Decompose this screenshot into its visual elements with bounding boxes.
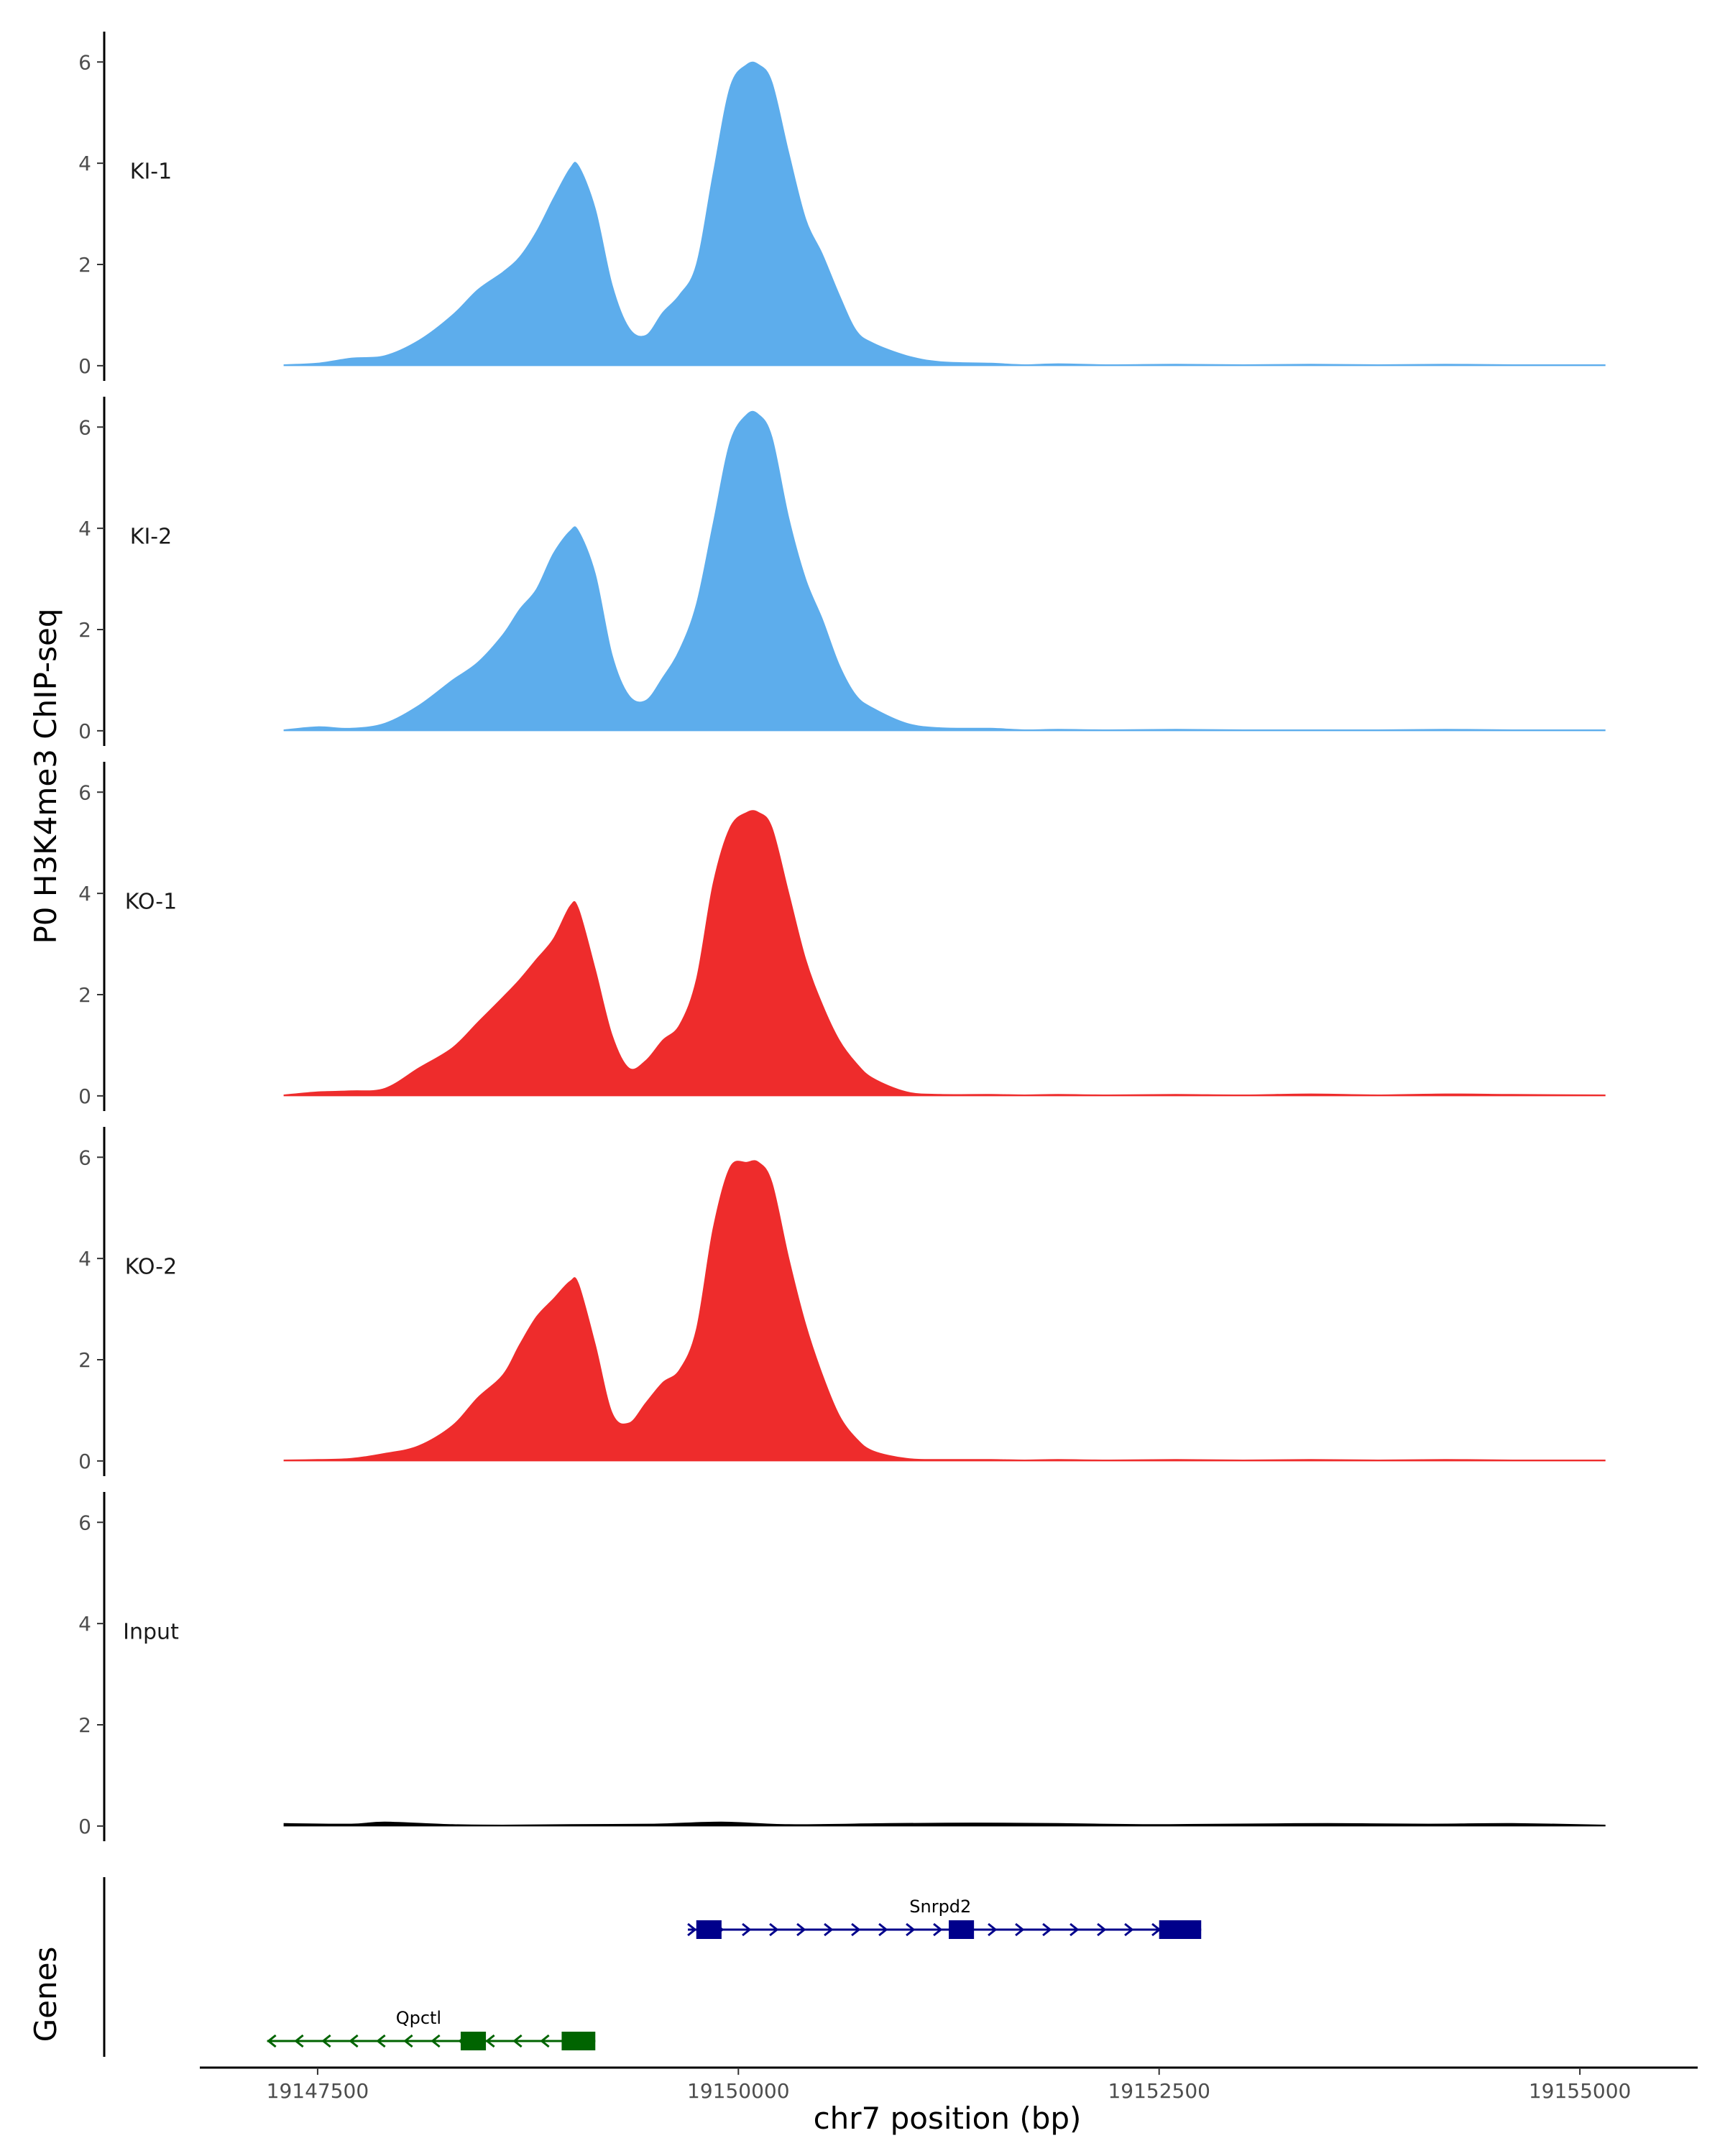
- track-label-ko-1: KO-1: [125, 889, 177, 914]
- gene-snrpd2: Snrpd2: [687, 1897, 1202, 1939]
- y-tick-label: 2: [78, 253, 91, 277]
- y-tick-label: 4: [78, 882, 91, 906]
- strand-arrow: [906, 1922, 916, 1937]
- strand-arrow: [349, 2034, 359, 2048]
- y-tick-label: 0: [78, 719, 91, 743]
- exon: [561, 2032, 596, 2050]
- x-tick-label: 19150000: [687, 2079, 790, 2103]
- strand-arrow: [403, 2034, 413, 2048]
- track-label-ki-2: KI-2: [130, 524, 172, 549]
- strand-arrow: [1124, 1922, 1134, 1937]
- x-tick-label: 19155000: [1529, 2079, 1632, 2103]
- y-tick-label: 2: [78, 618, 91, 642]
- x-tick-label: 19147500: [267, 2079, 369, 2103]
- y-tick-label: 6: [78, 1146, 91, 1169]
- y-tick-label: 0: [78, 354, 91, 378]
- strand-arrow: [687, 1922, 697, 1937]
- y-tick-label: 2: [78, 1713, 91, 1737]
- strand-arrow: [267, 2034, 277, 2048]
- signal-area-ko-2: [283, 1160, 1606, 1462]
- gene-label-qpctl: Qpctl: [396, 2008, 441, 2028]
- signal-area-input: [283, 1821, 1606, 1827]
- x-axis-title: chr7 position (bp): [814, 2101, 1082, 2136]
- y-tick-label: 6: [78, 780, 91, 804]
- y-tick-label: 2: [78, 1348, 91, 1372]
- strand-arrow: [742, 1922, 752, 1937]
- strand-arrow: [878, 1922, 888, 1937]
- y-tick-label: 4: [78, 1612, 91, 1636]
- y-tick-label: 6: [78, 415, 91, 439]
- track-panel-input: 0 2 4 6 Input: [78, 1492, 1606, 1841]
- genes-layer: Snrpd2 Qpctl: [103, 1877, 1202, 2057]
- exon: [460, 2032, 487, 2050]
- x-axis: 19147500 19150000 19152500 19155000: [200, 2066, 1698, 2103]
- gene-qpctl: Qpctl: [267, 2008, 596, 2050]
- y-tick-label: 4: [78, 517, 91, 540]
- track-panel-ki-2: 0 2 4 6 KI-2: [78, 397, 1606, 746]
- y-tick-label: 6: [78, 1511, 91, 1534]
- strand-arrow: [1042, 1922, 1052, 1937]
- strand-arrow: [512, 2034, 523, 2048]
- strand-arrow: [431, 2034, 441, 2048]
- x-tick-label: 19152500: [1108, 2079, 1210, 2103]
- y-axis-title: P0 H3K4me3 ChIP-seq: [28, 608, 63, 944]
- strand-arrow: [824, 1922, 834, 1937]
- exon: [1159, 1920, 1202, 1939]
- track-panel-ko-1: 0 2 4 6 KO-1: [78, 762, 1606, 1111]
- track-label-input: Input: [123, 1619, 179, 1644]
- tracks-layer: 0 2 4 6 KI-1 0 2 4 6 KI-2 0 2 4 6 KO-1 0 2 4 6 KO-2 0 2 4 6 Inpu…: [78, 32, 1606, 1841]
- y-tick-label: 0: [78, 1084, 91, 1108]
- strand-arrow: [485, 2034, 495, 2048]
- strand-arrow: [769, 1922, 779, 1937]
- strand-arrow: [851, 1922, 861, 1937]
- signal-area-ki-2: [283, 410, 1606, 732]
- strand-arrow: [321, 2034, 331, 2048]
- track-label-ko-2: KO-2: [125, 1254, 177, 1279]
- track-panel-ki-1: 0 2 4 6 KI-1: [78, 32, 1606, 381]
- exon: [949, 1920, 975, 1939]
- track-panel-ko-2: 0 2 4 6 KO-2: [78, 1127, 1606, 1476]
- strand-arrow: [933, 1922, 943, 1937]
- y-tick-label: 4: [78, 1247, 91, 1271]
- genes-axis-title: Genes: [28, 1947, 63, 2042]
- y-tick-label: 4: [78, 152, 91, 175]
- signal-area-ko-1: [283, 810, 1606, 1097]
- y-tick-label: 6: [78, 50, 91, 74]
- signal-area-ki-1: [283, 61, 1606, 367]
- exon: [696, 1920, 722, 1939]
- y-tick-label: 0: [78, 1450, 91, 1473]
- track-label-ki-1: KI-1: [130, 159, 172, 184]
- y-tick-label: 2: [78, 983, 91, 1007]
- gene-label-snrpd2: Snrpd2: [909, 1897, 971, 1917]
- strand-arrow: [988, 1922, 998, 1937]
- strand-arrow: [796, 1922, 806, 1937]
- strand-arrow: [540, 2034, 550, 2048]
- strand-arrow: [294, 2034, 304, 2048]
- strand-arrow: [1015, 1922, 1025, 1937]
- strand-arrow: [1097, 1922, 1107, 1937]
- strand-arrow: [376, 2034, 386, 2048]
- strand-arrow: [1070, 1922, 1080, 1937]
- y-tick-label: 0: [78, 1815, 91, 1838]
